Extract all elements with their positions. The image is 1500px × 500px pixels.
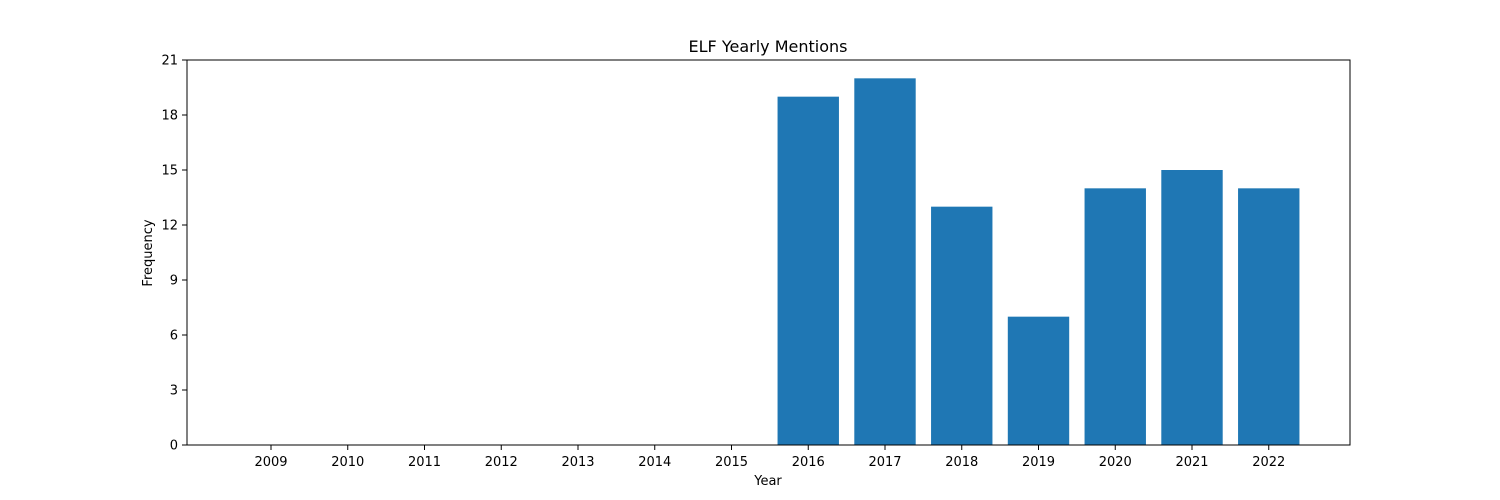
bar-2022 [1238,188,1300,445]
x-tick-label: 2013 [561,455,594,470]
y-tick-label: 9 [170,274,178,289]
bar-2016 [777,96,839,446]
x-tick-label: 2018 [945,455,978,470]
bar-2021 [1161,170,1223,445]
x-tick-label: 2019 [1022,455,1055,470]
x-tick-label: 2017 [868,455,901,470]
x-tick-label: 2022 [1252,455,1285,470]
x-axis-ticks: 2009 2010 2011 2012 2013 2014 2015 2016 2017 2018… [254,445,1285,470]
bar-2017 [854,78,916,445]
x-tick-label: 2010 [331,455,364,470]
y-tick-label: 3 [170,384,178,399]
y-tick-label: 12 [161,219,178,234]
bar-2019 [1007,316,1070,445]
y-axis-label: Frequency [141,219,156,286]
x-tick-label: 2016 [792,455,825,470]
x-tick-label: 2015 [715,455,748,470]
x-tick-label: 2021 [1175,455,1208,470]
y-tick-label: 0 [170,439,178,454]
y-tick-label: 6 [170,329,178,344]
plot-area-frame [186,59,1351,446]
bar-2020 [1084,188,1146,445]
x-tick-label: 2009 [254,455,287,470]
y-tick-label: 18 [161,109,178,124]
x-tick-label: 2014 [638,455,671,470]
bars-group [777,78,1300,446]
x-axis-label: Year [753,474,782,489]
y-axis-ticks: 0 3 6 9 12 15 18 21 [161,54,187,454]
y-tick-label: 21 [161,54,178,69]
x-tick-label: 2020 [1099,455,1132,470]
x-tick-label: 2012 [485,455,518,470]
x-tick-label: 2011 [408,455,441,470]
bar-2018 [931,206,993,445]
chart-title: ELF Yearly Mentions [689,37,848,56]
y-tick-label: 15 [161,164,178,179]
